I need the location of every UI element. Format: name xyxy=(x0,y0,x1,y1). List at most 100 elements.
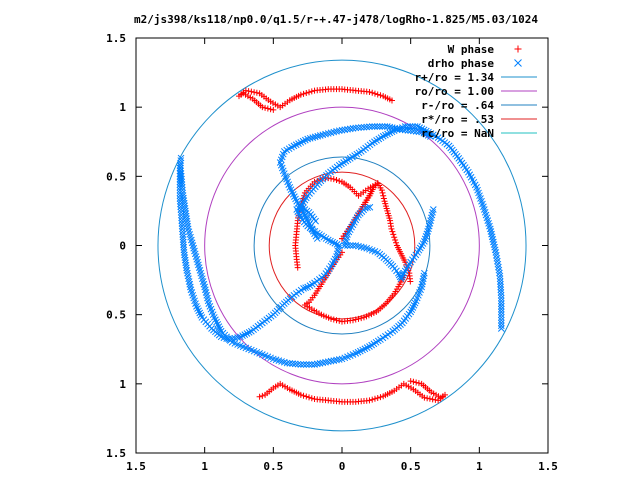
data-point xyxy=(388,225,395,232)
data-point xyxy=(369,89,376,96)
data-point xyxy=(338,126,346,134)
legend-label: rc/ro = NaN xyxy=(421,127,494,140)
data-point xyxy=(488,230,495,238)
data-point xyxy=(489,235,497,243)
data-point xyxy=(497,280,504,288)
reference-circle-4 xyxy=(253,156,431,335)
series-1 xyxy=(176,123,505,368)
legend-label: ro/ro = 1.00 xyxy=(415,85,494,98)
data-point xyxy=(352,124,360,132)
data-point xyxy=(432,396,439,403)
data-point xyxy=(415,380,422,387)
data-point xyxy=(179,238,187,246)
data-point xyxy=(497,308,505,316)
data-point xyxy=(401,126,409,134)
data-point xyxy=(306,89,313,96)
data-point xyxy=(391,234,398,241)
legend-marker xyxy=(514,45,522,53)
data-point xyxy=(497,305,505,313)
data-point xyxy=(177,154,185,162)
data-point xyxy=(178,178,186,186)
legend-label: W phase xyxy=(448,43,495,56)
data-point xyxy=(291,360,299,368)
data-point xyxy=(366,88,373,95)
y-tick-label: 0 xyxy=(119,240,126,253)
data-point xyxy=(304,283,312,291)
data-point xyxy=(286,360,294,367)
data-point xyxy=(410,127,417,135)
data-point xyxy=(413,379,420,386)
data-point xyxy=(308,88,315,95)
data-point xyxy=(435,397,442,404)
data-point xyxy=(487,228,495,235)
data-point xyxy=(490,241,498,248)
data-point xyxy=(312,217,319,225)
data-point xyxy=(407,378,414,385)
x-tick-label: 0.5 xyxy=(263,460,283,473)
y-tick-label: 0.5 xyxy=(106,309,126,322)
data-point xyxy=(399,126,406,133)
data-point xyxy=(245,88,252,95)
data-point xyxy=(311,361,318,368)
data-point xyxy=(373,123,381,130)
axis-ticks: 1.5 1 0.5 0 0.5 1 1.51.510.500.511.5 xyxy=(106,32,558,473)
data-point xyxy=(344,125,351,133)
data-point xyxy=(346,125,354,133)
data-point xyxy=(304,135,312,143)
data-point xyxy=(178,181,186,188)
data-point xyxy=(357,124,365,131)
data-point xyxy=(311,396,318,403)
data-point xyxy=(178,175,185,183)
data-point xyxy=(316,132,324,139)
data-point xyxy=(180,246,188,254)
data-point xyxy=(407,127,415,135)
y-tick-label: 1.5 xyxy=(106,32,126,45)
data-point xyxy=(415,128,423,136)
legend-marker xyxy=(514,59,522,67)
data-point xyxy=(355,124,362,132)
data-point xyxy=(491,246,499,254)
data-point xyxy=(496,278,504,285)
legend-label: r*/ro = .53 xyxy=(421,113,494,126)
data-point xyxy=(179,192,187,199)
chart-title: m2/js398/ks118/np0.0/q1.5/r-+.47-j478/lo… xyxy=(134,13,538,26)
data-point xyxy=(497,291,505,299)
data-point xyxy=(306,394,313,401)
data-point xyxy=(496,275,504,283)
data-point xyxy=(424,395,431,402)
data-point xyxy=(314,132,322,140)
data-point xyxy=(497,297,505,305)
data-point xyxy=(427,133,434,140)
data-point xyxy=(264,105,271,112)
data-point xyxy=(262,104,269,111)
data-point xyxy=(328,315,335,322)
data-point xyxy=(306,134,314,142)
data-point xyxy=(262,391,269,398)
data-point xyxy=(346,242,354,249)
data-point xyxy=(305,361,313,368)
data-point xyxy=(392,236,399,243)
data-point xyxy=(308,361,316,368)
reference-circle-2 xyxy=(157,59,527,432)
x-tick-label: 0 xyxy=(339,460,346,473)
data-point xyxy=(177,172,185,180)
data-point xyxy=(366,123,373,131)
data-point xyxy=(368,123,376,130)
data-point xyxy=(396,125,404,133)
data-point xyxy=(390,231,397,238)
data-point xyxy=(497,286,505,294)
data-point xyxy=(397,275,405,283)
data-point xyxy=(251,89,258,96)
data-point xyxy=(177,167,185,175)
data-point xyxy=(497,294,505,302)
data-point xyxy=(341,126,349,134)
data-point xyxy=(497,303,505,310)
data-point xyxy=(374,91,381,98)
data-point xyxy=(297,361,305,368)
data-point xyxy=(377,394,384,401)
y-tick-label: 1.5 xyxy=(106,447,126,460)
data-point xyxy=(399,271,407,279)
